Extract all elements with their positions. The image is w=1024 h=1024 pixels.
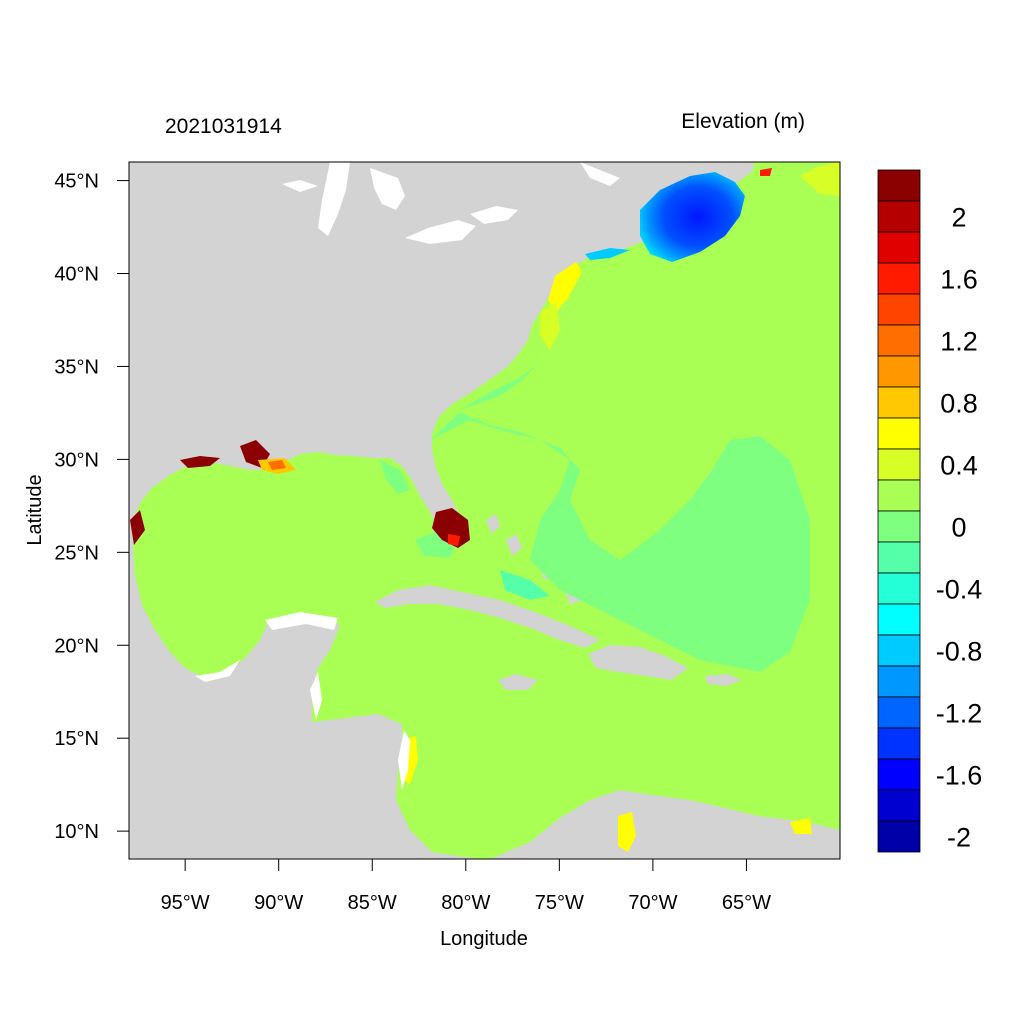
colorbar-swatch: [877, 820, 921, 853]
y-tick-label: 40°N: [54, 264, 99, 286]
colorbar-tick-label: 0.4: [940, 451, 978, 481]
colorbar-swatch: [877, 758, 921, 791]
colorbar-swatch: [877, 572, 921, 605]
x-tick-label: 85°W: [348, 892, 397, 914]
x-tick-label: 90°W: [254, 892, 303, 914]
colorbar-swatch: [877, 696, 921, 729]
y-tick-label: 15°N: [54, 728, 99, 750]
y-tick-label: 35°N: [54, 356, 99, 378]
long-island-anomaly: [585, 248, 630, 260]
gulf-of-maine-anomaly: [640, 172, 745, 262]
colorbar-swatch: [877, 634, 921, 667]
colorbar-tick-label: -1.2: [936, 699, 983, 729]
colorbar-tick-label: 1.2: [940, 327, 978, 357]
colorbar-swatch: [877, 355, 921, 388]
colorbar-tick-label: -1.6: [936, 761, 983, 791]
y-tick-label: 10°N: [54, 821, 99, 843]
land-south-america: [490, 790, 840, 859]
x-tick-label: 75°W: [535, 892, 584, 914]
colorbar-swatch: [877, 510, 921, 543]
colorbar-swatch: [877, 200, 921, 233]
colorbar-tick-label: -0.8: [936, 637, 983, 667]
y-tick-label: 20°N: [54, 635, 99, 657]
land-puerto-rico: [705, 674, 742, 686]
map-frame: [128, 161, 841, 860]
colorbar-tick-label: 0: [951, 513, 966, 543]
colorbar-tick-label: 0.8: [940, 389, 978, 419]
colorbar-swatch: [877, 448, 921, 481]
colorbar-swatch: [877, 789, 921, 822]
x-tick-label: 65°W: [722, 892, 771, 914]
x-tick-label: 95°W: [161, 892, 210, 914]
great-lakes: [282, 162, 620, 244]
land-jamaica: [498, 674, 538, 690]
colorbar-swatch: [877, 665, 921, 698]
colorbar-swatch: [877, 169, 921, 202]
y-axis: 45°N 40°N 35°N 30°N 25°N 20°N 15°N 10°N: [54, 171, 129, 843]
colorbar-swatch: [877, 727, 921, 760]
colorbar-swatch: [877, 386, 921, 419]
y-axis-label: Latitude: [24, 474, 46, 545]
colorbar-swatch: [877, 417, 921, 450]
colorbar: 2 1.6 1.2 0.8 0.4 0 -0.4 -0.8 -1.2 -1.6 -2: [877, 169, 983, 853]
colorbar-swatch: [877, 262, 921, 295]
land-hispaniola: [588, 645, 688, 680]
x-axis: 95°W 90°W 85°W 80°W 75°W 70°W 65°W: [161, 859, 771, 914]
legend-title: Elevation (m): [681, 110, 805, 133]
coastline-gaps: [195, 612, 410, 790]
colorbar-swatch: [877, 293, 921, 326]
colorbar-swatch: [877, 324, 921, 357]
y-tick-label: 30°N: [54, 449, 99, 471]
colorbar-tick-label: 2: [951, 203, 966, 233]
colorbar-swatch: [877, 231, 921, 264]
land-cuba: [375, 585, 600, 648]
colorbar-swatch: [877, 603, 921, 636]
y-tick-label: 45°N: [54, 171, 99, 193]
x-tick-label: 80°W: [441, 892, 490, 914]
colorbar-swatch: [877, 541, 921, 574]
x-tick-label: 70°W: [628, 892, 677, 914]
colorbar-tick-label: 1.6: [940, 265, 978, 295]
negative-anomaly-regions: [380, 362, 810, 672]
x-axis-label: Longitude: [440, 928, 528, 950]
colorbar-swatch: [877, 479, 921, 512]
y-tick-label: 25°N: [54, 542, 99, 564]
timestamp-label: 2021031914: [165, 115, 282, 138]
colorbar-tick-label: -2: [947, 823, 971, 853]
colorbar-tick-label: -0.4: [936, 575, 983, 605]
map-plot-area: [129, 162, 840, 859]
